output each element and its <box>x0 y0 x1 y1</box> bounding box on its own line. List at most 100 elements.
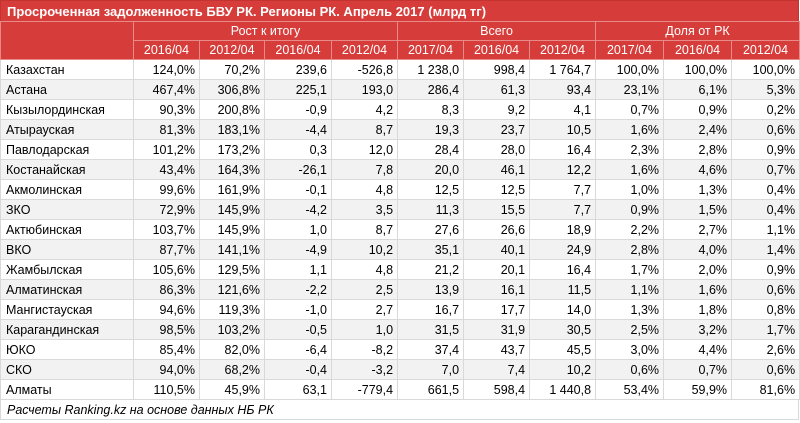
region-name: Костанайская <box>0 159 134 180</box>
table-cell: 16,4 <box>529 259 597 280</box>
table-cell: -0,5 <box>264 319 332 340</box>
table-cell: 0,4% <box>731 179 800 200</box>
table-cell: 20,1 <box>463 259 531 280</box>
table-row: ЗКО 72,9% 145,9% -4,2 3,5 11,3 15,5 7,7 0,9% 1,5%… <box>0 199 800 220</box>
region-name: СКО <box>0 359 134 380</box>
table-cell: 121,6% <box>199 279 265 300</box>
table-cell: 12,0 <box>330 139 399 160</box>
table-cell: 12,5 <box>397 179 465 200</box>
table-cell: 31,9 <box>463 319 531 340</box>
table-cell: 10,2 <box>529 359 597 380</box>
table-cell: 86,3% <box>133 279 200 300</box>
table-cell: 2,3% <box>595 139 665 160</box>
region-name: ЗКО <box>0 199 134 220</box>
table-cell: 35,1 <box>397 239 465 260</box>
table-cell: 1,0 <box>330 319 399 340</box>
table-row: Костанайская 43,4% 164,3% -26,1 7,8 20,0 46,1 1… <box>0 159 800 180</box>
table-cell: 119,3% <box>199 299 265 320</box>
table-cell: -526,8 <box>330 59 399 80</box>
table-cell: 87,7% <box>133 239 200 260</box>
table-cell: 16,1 <box>463 279 531 300</box>
region-name: Карагандинская <box>0 319 134 340</box>
table-cell: 0,9% <box>731 259 800 280</box>
table-cell: 19,3 <box>397 119 465 140</box>
table-cell: 1,7% <box>595 259 665 280</box>
table-cell: 16,7 <box>397 299 465 320</box>
table-cell: 161,9% <box>199 179 265 200</box>
table-cell: 0,7% <box>731 159 800 180</box>
column-header: 2016/04 <box>133 40 200 60</box>
table-cell: 1,1% <box>731 219 800 240</box>
table-cell: 4,6% <box>663 159 733 180</box>
table-cell: 100,0% <box>663 59 733 80</box>
table-cell: -8,2 <box>330 339 399 360</box>
table-cell: 2,7% <box>663 219 733 240</box>
table-cell: 2,8% <box>663 139 733 160</box>
table-cell: 68,2% <box>199 359 265 380</box>
table-cell: 11,3 <box>397 199 465 220</box>
table-cell: 13,9 <box>397 279 465 300</box>
group-header-share: Доля от РК <box>595 21 800 41</box>
table-cell: 145,9% <box>199 219 265 240</box>
table-cell: 1,1% <box>595 279 665 300</box>
source-note: Расчеты Ranking.kz на основе данных НБ Р… <box>0 400 799 420</box>
table-cell: 0,6% <box>731 359 800 380</box>
table-cell: 141,1% <box>199 239 265 260</box>
table-cell: 45,9% <box>199 379 265 400</box>
table-cell: 0,7% <box>595 99 665 120</box>
table-cell: 43,4% <box>133 159 200 180</box>
table-cell: 286,4 <box>397 79 465 100</box>
table-cell: 2,6% <box>731 339 800 360</box>
table-cell: -0,9 <box>264 99 332 120</box>
table-cell: 61,3 <box>463 79 531 100</box>
table-cell: 99,6% <box>133 179 200 200</box>
table-cell: 45,5 <box>529 339 597 360</box>
table-row: Астана 467,4% 306,8% 225,1 193,0 286,4 61,3 93,… <box>0 79 800 100</box>
year-header-row: 2016/04 2012/04 2016/04 2012/04 2017/04 2016/… <box>1 40 800 60</box>
table-cell: 1,5% <box>663 199 733 220</box>
table-cell: 10,2 <box>330 239 399 260</box>
table-row: Карагандинская 98,5% 103,2% -0,5 1,0 31,5 31,9… <box>0 319 800 340</box>
table-cell: 7,8 <box>330 159 399 180</box>
table-cell: 1,3% <box>663 179 733 200</box>
table-cell: 0,9% <box>663 99 733 120</box>
table-cell: 98,5% <box>133 319 200 340</box>
table-row: Алматинская 86,3% 121,6% -2,2 2,5 13,9 16,1 11,… <box>0 279 800 300</box>
table-cell: 27,6 <box>397 219 465 240</box>
table-cell: 6,1% <box>663 79 733 100</box>
table-cell: 0,3 <box>264 139 332 160</box>
table-cell: 0,9% <box>595 199 665 220</box>
table-cell: 63,1 <box>264 379 332 400</box>
column-header: 2012/04 <box>330 40 399 60</box>
table-cell: 46,1 <box>463 159 531 180</box>
table-cell: 94,0% <box>133 359 200 380</box>
table-cell: 7,7 <box>529 199 597 220</box>
table-cell: 8,7 <box>330 119 399 140</box>
column-header: 2016/04 <box>663 40 733 60</box>
table-cell: -6,4 <box>264 339 332 360</box>
table-cell: 2,2% <box>595 219 665 240</box>
table-cell: 1,6% <box>595 119 665 140</box>
table-cell: 28,4 <box>397 139 465 160</box>
group-header-growth: Рост к итогу <box>132 21 399 41</box>
table-cell: 70,2% <box>199 59 265 80</box>
table-row: ЮКО 85,4% 82,0% -6,4 -8,2 37,4 43,7 45,5 3,0% 4,4… <box>0 339 800 360</box>
column-header: 2012/04 <box>731 40 800 60</box>
table-cell: 8,7 <box>330 219 399 240</box>
table-cell: 1,4% <box>731 239 800 260</box>
region-name: ВКО <box>0 239 134 260</box>
table-cell: 12,2 <box>529 159 597 180</box>
table-cell: 18,9 <box>529 219 597 240</box>
table-cell: 3,5 <box>330 199 399 220</box>
table-cell: 4,4% <box>663 339 733 360</box>
table-row: Актюбинская 103,7% 145,9% 1,0 8,7 27,6 26,6 18,… <box>0 219 800 240</box>
table-cell: 7,0 <box>397 359 465 380</box>
table-cell: 14,0 <box>529 299 597 320</box>
column-header: 2016/04 <box>264 40 332 60</box>
table-cell: 1,6% <box>663 279 733 300</box>
table-cell: 1,8% <box>663 299 733 320</box>
table-cell: 72,9% <box>133 199 200 220</box>
table-cell: 40,1 <box>463 239 531 260</box>
region-header-cell <box>0 21 134 60</box>
table-cell: 598,4 <box>463 379 531 400</box>
